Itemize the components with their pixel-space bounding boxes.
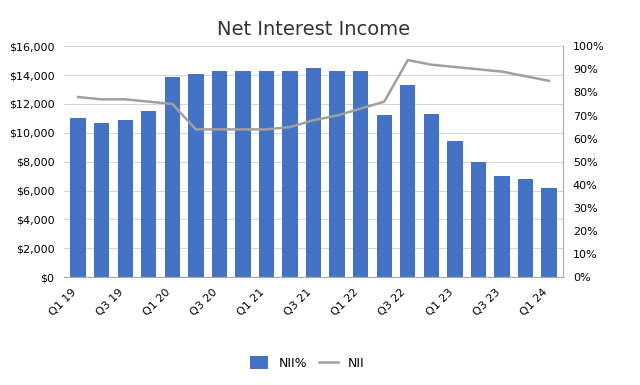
Bar bbox=[376, 116, 392, 277]
Bar bbox=[141, 111, 156, 277]
Bar bbox=[541, 188, 557, 277]
Title: Net Interest Income: Net Interest Income bbox=[217, 20, 410, 39]
Bar bbox=[70, 119, 86, 277]
Bar bbox=[306, 68, 321, 277]
Bar bbox=[164, 77, 180, 277]
Bar bbox=[424, 114, 439, 277]
Bar bbox=[259, 71, 274, 277]
Bar bbox=[353, 71, 369, 277]
Bar bbox=[400, 85, 415, 277]
Bar bbox=[494, 176, 509, 277]
Bar bbox=[471, 162, 486, 277]
Bar bbox=[188, 74, 204, 277]
Legend: NII%, NII: NII%, NII bbox=[244, 351, 370, 375]
Bar bbox=[236, 71, 251, 277]
Bar bbox=[212, 71, 227, 277]
Bar bbox=[282, 71, 298, 277]
Bar bbox=[447, 141, 463, 277]
Bar bbox=[118, 120, 133, 277]
Bar bbox=[330, 71, 345, 277]
Bar bbox=[518, 179, 533, 277]
Bar bbox=[94, 123, 109, 277]
